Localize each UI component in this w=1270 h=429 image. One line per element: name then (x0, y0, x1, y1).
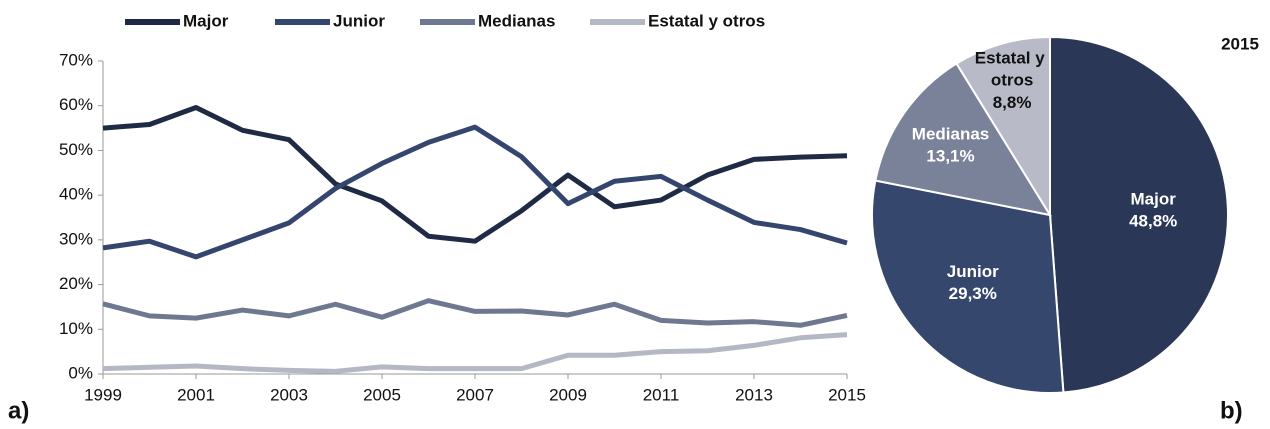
panel-label: b) (1220, 397, 1243, 424)
x-tick-label: 2003 (270, 385, 308, 404)
pie-value-label: 29,3% (949, 284, 997, 303)
y-tick-label: 70% (59, 50, 93, 69)
y-tick-label: 60% (59, 95, 93, 114)
pie-title: 2015 (1221, 34, 1259, 53)
x-tick-label: 2007 (456, 385, 494, 404)
pie-slice (874, 62, 1053, 217)
pie-label-line: Estatal y (975, 49, 1050, 68)
legend-label: Estatal y otros (648, 11, 765, 30)
pie-slice (955, 35, 1051, 219)
series-line (102, 332, 848, 374)
pie-label: Medianas (912, 125, 989, 144)
pie-value-label: 13,1% (926, 147, 974, 166)
y-tick-label: 0% (68, 363, 93, 382)
legend-label: Junior (333, 11, 385, 30)
series-line (102, 298, 848, 328)
pie-value-label: 8,8% (993, 93, 1032, 112)
pie-slice (871, 179, 1065, 394)
x-tick-label: 2005 (363, 385, 401, 404)
legend-label: Major (183, 11, 229, 30)
pie-label-line: otros (991, 71, 1034, 90)
x-tick-label: 2001 (177, 385, 215, 404)
y-tick-label: 10% (59, 319, 93, 338)
x-tick-label: 2009 (549, 385, 587, 404)
x-tick-label: 1999 (84, 385, 122, 404)
y-tick-label: 40% (59, 185, 93, 204)
series-line (102, 124, 848, 260)
pie-slice (1049, 35, 1229, 394)
series-line (102, 105, 848, 244)
x-tick-label: 2015 (828, 385, 866, 404)
pie-value-label: 48,8% (1129, 212, 1177, 231)
x-tick-label: 2013 (735, 385, 773, 404)
pie-label: Junior (947, 262, 999, 281)
pie-label: Major (1130, 190, 1176, 209)
pie-label: Estatal y otros (975, 49, 1050, 90)
x-tick-label: 2011 (643, 385, 680, 404)
panel-label: a) (8, 397, 29, 424)
legend-label: Medianas (478, 11, 555, 30)
y-tick-label: 30% (59, 229, 93, 248)
y-tick-label: 50% (59, 140, 93, 159)
y-tick-label: 20% (59, 274, 93, 293)
